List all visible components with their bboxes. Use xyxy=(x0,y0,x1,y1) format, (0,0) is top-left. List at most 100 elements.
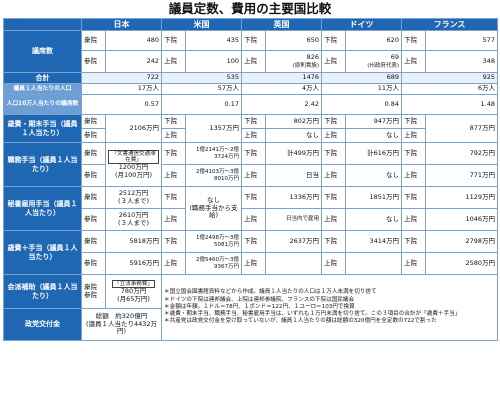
page-title: 議員定数、費用の主要国比較 xyxy=(168,1,332,16)
jp-house-label: 衆院 xyxy=(81,30,106,51)
de-duties-house: 計616万円 xyxy=(345,142,402,165)
de-senate-seats: 69 xyxy=(390,53,399,62)
de-per-member: 11万人 xyxy=(321,83,402,95)
uk-salary-house-label: 下院 xyxy=(241,114,266,129)
jp-sec-senate-label: 参院 xyxy=(81,208,106,231)
us-duties-senate: 2億4103万～3億8010万円 xyxy=(185,164,242,187)
uk-pay-senate-label: 上院 xyxy=(241,252,266,275)
de-pay-house: 3414万円 xyxy=(345,230,402,253)
fr-salary: 877万円 xyxy=(425,114,498,143)
jp-salary-house-label: 衆院 xyxy=(81,114,106,129)
de-total: 689 xyxy=(321,72,402,84)
jp-duties-senate-label: 参院 xyxy=(81,164,106,187)
uk-senate-seats: 826 xyxy=(306,53,319,62)
subsidy-label: 政党交付金 xyxy=(3,308,82,341)
jp-duties-house-label: 衆院 xyxy=(81,142,106,165)
us-senate-seats: 100 xyxy=(185,50,242,73)
de-sec-senate-label: 上院 xyxy=(321,208,346,231)
jp-salary-senate-label: 参院 xyxy=(81,128,106,143)
jp-senate-label: 参院 xyxy=(81,50,106,73)
fr-duties-house: 792万円 xyxy=(425,142,498,165)
header-japan: 日本 xyxy=(81,18,162,31)
de-senate-label: 上院 xyxy=(321,50,346,73)
us-per-member: 57万人 xyxy=(161,83,242,95)
jp-sec-house-label: 衆院 xyxy=(81,186,106,209)
de-senate-cell: 69 (州政府代表) xyxy=(345,50,402,73)
total-pay-row-1: 歳費＋手当（議員１人当たり） 衆院 5818万円 下院 1億2498万～3億50… xyxy=(3,230,498,275)
jp-per-member: 17万人 xyxy=(81,83,162,95)
note-4: ＊歳費・期末手当、職務手当、秘書雇用手当は、いずれも１万円未満を切り捨て。この３… xyxy=(164,311,461,318)
fr-house-label: 下院 xyxy=(401,30,426,51)
uk-duties-house: 計499万円 xyxy=(265,142,322,165)
jp-subsidy-per-member: (議員１人当たり4432万円) xyxy=(85,319,158,336)
de-pay-house-label: 下院 xyxy=(321,230,346,253)
header-row: 日本 米国 英国 ドイツ フランス xyxy=(3,18,498,31)
uk-house-seats: 650 xyxy=(265,30,322,51)
secretary-row-1: 秘書雇用手当（議員１人当たり） 衆院 2512万円 (３人まで) 下院 なし (職務… xyxy=(3,186,498,231)
us-pay-house-label: 下院 xyxy=(161,230,186,253)
fr-sec-house-label: 下院 xyxy=(401,186,426,209)
fr-senate-seats: 348 xyxy=(425,50,498,73)
jp-pay-senate-label: 参院 xyxy=(81,252,106,275)
total-row: 合計 722 535 1476 689 925 xyxy=(3,72,498,84)
duties-row-2: 参院 上院 2億4103万～3億8010万円 上院 日当 上院 なし 上院 77… xyxy=(4,164,498,187)
uk-senate-cell: 826 (原則貴族) xyxy=(265,50,322,73)
de-pay-senate-label: 上院 xyxy=(321,252,346,275)
per-member-label: 議員１人当たりの人口 xyxy=(3,83,82,95)
uk-duties-senate-label: 上院 xyxy=(241,164,266,187)
fr-per-member: 6万人 xyxy=(401,83,498,95)
fr-sec-house: 1129万円 xyxy=(425,186,498,209)
jp-duties-box: 「文書通信交通滞在費」 xyxy=(108,149,159,165)
de-salary-house: 947万円 xyxy=(345,114,402,129)
duties-row-1: 職務手当（議員１人当たり） 衆院 「文書通信交通滞在費」 1200万円 (月100万… xyxy=(3,142,498,187)
de-salary-house-label: 下院 xyxy=(321,114,346,129)
per-member-row: 議員１人当たりの人口 17万人 57万人 4万人 11万人 6万人 xyxy=(3,83,498,95)
seats-label: 議席数 xyxy=(3,30,82,73)
fr-pay-house: 2798万円 xyxy=(425,230,498,253)
uk-pay-senate xyxy=(265,252,322,275)
us-salary-house-label: 下院 xyxy=(161,114,186,129)
fr-total: 925 xyxy=(401,72,498,84)
jp-house-seats: 480 xyxy=(105,30,162,51)
de-salary-senate: なし xyxy=(345,128,402,143)
de-duties-senate: なし xyxy=(345,164,402,187)
header-uk: 英国 xyxy=(241,18,322,31)
fr-sec-senate-label: 上院 xyxy=(401,208,426,231)
de-per-100k: 0.84 xyxy=(321,94,402,115)
jp-pay-senate: 5916万円 xyxy=(105,252,162,275)
fr-pay-senate: 2580万円 xyxy=(425,252,498,275)
fr-senate-label: 上院 xyxy=(401,50,426,73)
note-3: ＊金額は年額。１ドル＝78円、１ポンド＝122円、１ユーロ＝103円で換算 xyxy=(164,303,355,310)
us-house-seats: 435 xyxy=(185,30,242,51)
jp-sec-senate: 2610万円 xyxy=(118,211,149,220)
jp-sec-senate-note: (３人まで) xyxy=(117,218,150,227)
fr-per-100k: 1.48 xyxy=(401,94,498,115)
jp-duties-month: (月100万円) xyxy=(115,170,152,179)
jp-senate-seats: 242 xyxy=(105,50,162,73)
us-sec-house-label: 下院 xyxy=(161,186,186,209)
us-pay-senate-label: 上院 xyxy=(161,252,186,275)
seats-row-2: 参院 242 上院 100 上院 826 (原則貴族) 上院 69 (州政府代表) … xyxy=(4,50,498,73)
jp-per-100k: 0.57 xyxy=(81,94,162,115)
uk-senate-label: 上院 xyxy=(241,50,266,73)
uk-pay-house: 2637万円 xyxy=(265,230,322,253)
jp-faction-month: (月65万円) xyxy=(117,294,150,303)
uk-per-member: 4万人 xyxy=(241,83,322,95)
us-per-100k: 0.17 xyxy=(161,94,242,115)
uk-salary-house: 802万円 xyxy=(265,114,322,129)
us-house-label: 下院 xyxy=(161,30,186,51)
fr-pay-senate-label: 上院 xyxy=(401,252,426,275)
jp-duties-value: 1200万円 xyxy=(118,163,149,172)
jp-faction-senate-label: 参院 xyxy=(84,290,97,299)
uk-per-100k: 2.42 xyxy=(241,94,322,115)
fr-duties-senate-label: 上院 xyxy=(401,164,426,187)
jp-subsidy-cell: 総額 約320億円 (議員１人当たり4432万円) xyxy=(81,308,162,341)
uk-senate-note: (原則貴族) xyxy=(292,62,319,69)
note-1: ＊国立国会図書館資料などから作成。議員１人当たりの人口は１万人未満を切り捨て xyxy=(164,289,377,296)
us-duties-house-label: 下院 xyxy=(161,142,186,165)
us-senate-label: 上院 xyxy=(161,50,186,73)
fr-duties-senate: 771万円 xyxy=(425,164,498,187)
jp-faction-cell: 「立法事務費」 780万円 (月65万円) xyxy=(105,274,162,309)
header-us: 米国 xyxy=(161,18,242,31)
